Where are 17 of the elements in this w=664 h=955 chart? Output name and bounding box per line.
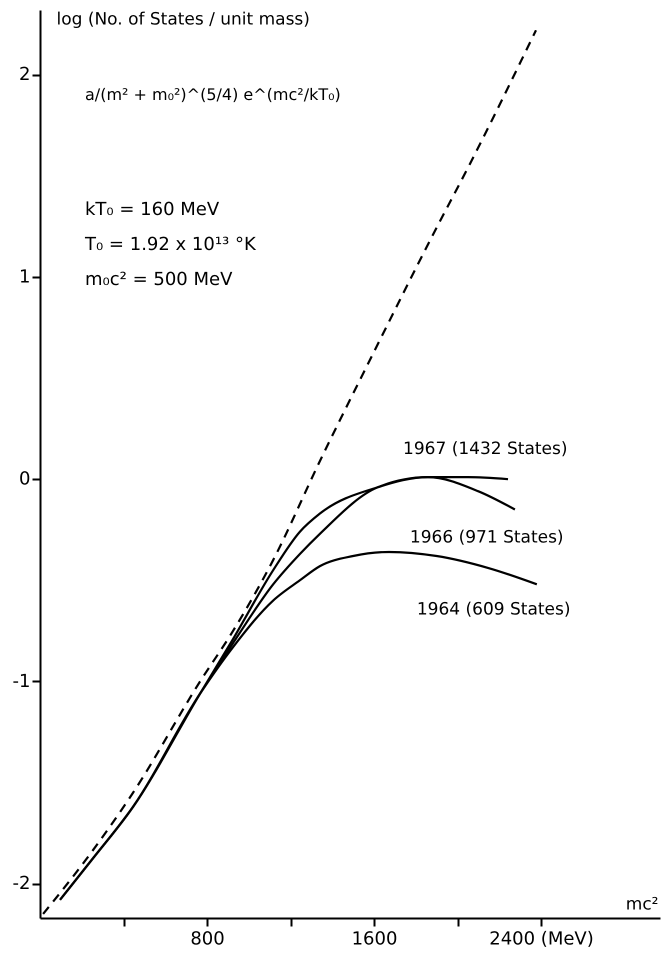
annotation: T₀ = 1.92 x 10¹³ °K xyxy=(84,234,257,255)
y-tick-label: -2 xyxy=(12,873,30,894)
x-tick-label: 800 xyxy=(190,928,225,950)
y-tick-label: 0 xyxy=(19,468,30,490)
text: 1964 (609 States) xyxy=(416,599,570,620)
y-axis-title: log (No. of States / unit mass) xyxy=(56,10,310,30)
x-tick-label: 1600 xyxy=(352,928,398,950)
annotation: a/(m² + m₀²)^(5/4) e^(mc²/kT₀) xyxy=(85,85,341,104)
x-axis-title: mc² xyxy=(626,894,658,914)
y-tick-label: -1 xyxy=(12,670,30,692)
series-label: 1967 (1432 States) xyxy=(403,439,568,460)
y-tick-label: 1 xyxy=(19,266,30,288)
x-tick-label: 2400 (MeV) xyxy=(489,928,594,950)
text: 1966 (971 States) xyxy=(410,528,564,548)
annotation: kT₀ = 160 MeV xyxy=(85,199,220,220)
annotation: m₀c² = 500 MeV xyxy=(85,269,234,290)
y-tick-label: 2 xyxy=(19,64,30,86)
